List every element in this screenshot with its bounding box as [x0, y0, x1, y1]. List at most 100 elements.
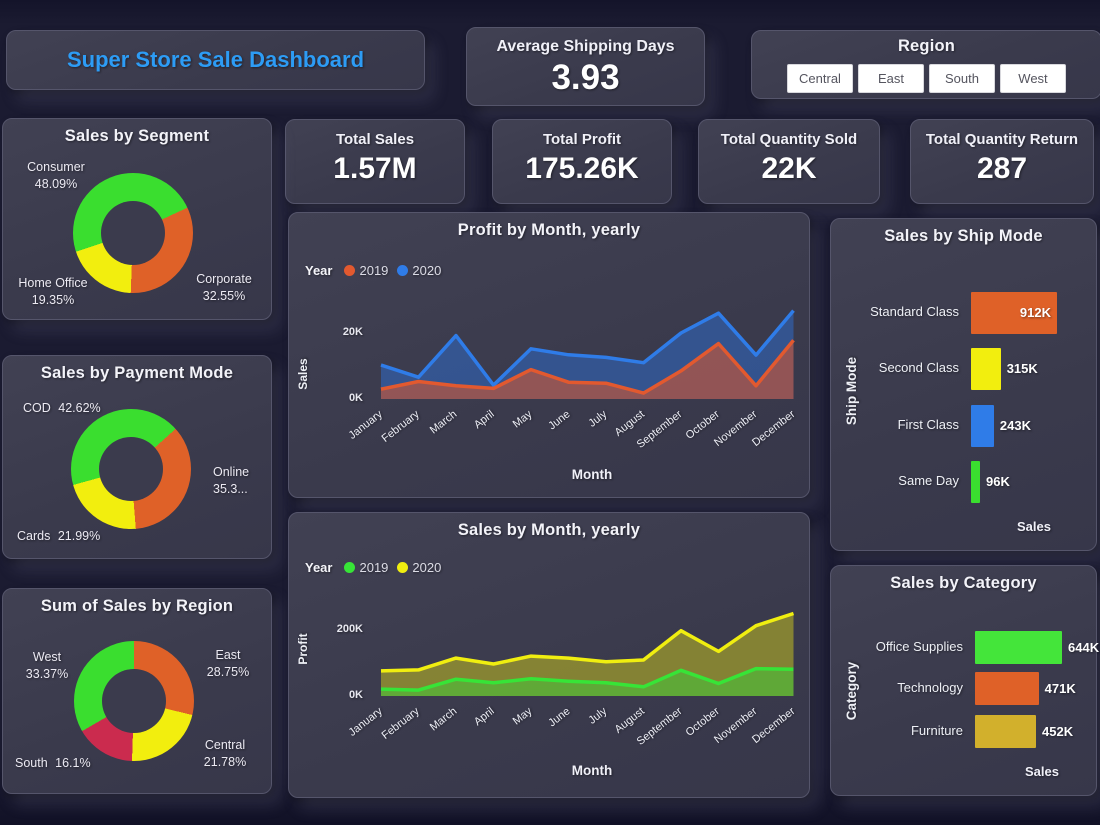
bar-label-technology: Technology [897, 679, 963, 695]
bar-value-furniture: 452K [1042, 723, 1074, 739]
total-quantity-return-label: Total Quantity Return [925, 131, 1079, 148]
region-filter-button-east[interactable]: East [858, 64, 924, 93]
sum-of-sales-by-region-card: Sum of Sales by Region West 33.37% East … [2, 588, 272, 794]
total-sales-value: 1.57M [333, 152, 417, 185]
segment-label-consumer: Consumer 48.09% [27, 160, 85, 191]
bar-office-supplies[interactable] [975, 631, 1062, 664]
region-filter-buttons: Central East South West [752, 64, 1100, 93]
profit-by-month-chart-card: Profit by Month, yearly Year 2019 2020 0K… [288, 212, 810, 498]
ship-mode-y-axis-title: Ship Mode [844, 356, 859, 426]
bar-first-class[interactable] [971, 405, 994, 447]
bar-technology[interactable] [975, 672, 1039, 705]
sales_by_month-line-2020 [380, 611, 795, 673]
legend-dot-2019 [344, 265, 356, 276]
profit_by_month-area-2019[interactable] [381, 340, 794, 399]
legend-dot-2020 [397, 265, 409, 276]
sales-by-ship-mode-card: Sales by Ship Mode Standard Class 912K Sec… [830, 218, 1097, 551]
total-profit-value: 175.26K [525, 152, 639, 185]
profit_by_month-line-2019 [380, 339, 795, 395]
y-tick-0k: 0K [348, 689, 363, 701]
bar-label-standard-class: Standard Class [870, 304, 959, 319]
total-quantity-sold-card: Total Quantity Sold 22K [698, 119, 880, 204]
avg-shipping-days-value: 3.93 [551, 58, 620, 97]
profit_by_month-line-2020 [380, 309, 795, 387]
sum-of-sales-by-region-donut[interactable] [74, 641, 194, 761]
sales-by-category-card: Sales by Category Office Supplies 644K Tec… [830, 565, 1100, 796]
bar-label-furniture: Furniture [910, 722, 963, 738]
sales-by-payment-mode-donut[interactable] [71, 409, 191, 529]
legend-item-2020[interactable]: 2020 [397, 560, 441, 575]
payment-label-cod: COD 42.62% [23, 401, 101, 415]
total-profit-label: Total Profit [542, 131, 622, 148]
sales-by-ship-mode-title: Sales by Ship Mode [884, 227, 1043, 245]
legend-item-2019[interactable]: 2019 [344, 560, 388, 575]
legend-title: Year [305, 560, 333, 575]
region-filter-title: Region [897, 37, 956, 55]
dashboard-title-card: Super Store Sale Dashboard [6, 30, 425, 90]
legend-label-2019: 2019 [359, 263, 389, 278]
legend-item-2020[interactable]: 2020 [397, 263, 441, 278]
bar-value-same-day: 96K [986, 474, 1010, 489]
total-quantity-return-value: 287 [976, 152, 1028, 185]
sales-chart-y-axis-title: Profit [296, 633, 310, 665]
sales-by-segment-donut[interactable] [73, 173, 193, 293]
bar-same-day[interactable] [971, 461, 981, 503]
region-filter-button-south[interactable]: South [929, 64, 995, 93]
dashboard-title: Super Store Sale Dashboard [66, 47, 365, 72]
total-quantity-return-card: Total Quantity Return 287 [910, 119, 1094, 204]
total-sales-label: Total Sales [335, 131, 415, 148]
profit-by-month-title: Profit by Month, yearly [457, 221, 641, 239]
bar-value-technology: 471K [1044, 680, 1076, 696]
region-label-south: South 16.1% [15, 756, 91, 770]
legend-label-2019: 2019 [359, 560, 389, 575]
category-bars: Office Supplies 644K Technology 471K Furnitu… [831, 566, 1100, 795]
region-filter-button-west[interactable]: West [1000, 64, 1066, 93]
bar-value-office-supplies: 644K [1068, 639, 1100, 655]
payment-label-online: Online 35.3... [213, 465, 250, 496]
region-label-east: East 28.75% [206, 648, 250, 679]
bar-label-office-supplies: Office Supplies [875, 638, 963, 654]
sales-by-category-title: Sales by Category [890, 574, 1037, 592]
region-label-west: West 33.37% [25, 650, 69, 681]
total-profit-card: Total Profit 175.26K [492, 119, 672, 204]
bar-value-first-class: 243K [999, 418, 1031, 433]
bar-standard-class[interactable] [971, 292, 1057, 334]
avg-shipping-days-label: Average Shipping Days [496, 38, 675, 55]
total-sales-card: Total Sales 1.57M [285, 119, 465, 204]
segment-label-corporate: Corporate 32.55% [196, 272, 252, 303]
bar-value-standard-class: 912K [1019, 305, 1051, 320]
bar-furniture[interactable] [975, 715, 1037, 748]
sales-by-segment-card: Sales by Segment Consumer 48.09% Corpora… [2, 118, 272, 320]
sales_by_month-line-2019 [380, 666, 794, 692]
sales-by-month-chart-card: Sales by Month, yearly Year 2019 2020 0K 2… [288, 512, 810, 798]
bar-second-class[interactable] [971, 348, 1001, 390]
sales-chart-x-axis-title: Month [571, 763, 613, 778]
sales-by-month-plot-area[interactable] [289, 513, 809, 797]
profit-chart-y-axis-title: Sales [296, 358, 310, 390]
legend-dot-2019 [344, 562, 356, 573]
segment-label-home-office: Home Office 19.35% [18, 276, 88, 307]
y-tick-200k: 200K [336, 623, 363, 635]
ship-mode-x-axis-title: Sales [1017, 519, 1051, 534]
region-filter-button-central[interactable]: Central [787, 64, 853, 93]
legend-item-2019[interactable]: 2019 [344, 263, 388, 278]
legend-label-2020: 2020 [412, 263, 442, 278]
legend-label-2020: 2020 [412, 560, 442, 575]
profit-by-month-plot-area[interactable] [289, 213, 809, 497]
ship-mode-bars: Standard Class 912K Second Class 315K First … [831, 219, 1096, 550]
sum-of-sales-by-region-title: Sum of Sales by Region [40, 597, 234, 615]
legend-title: Year [305, 263, 333, 278]
profit-by-month-legend: Year 2019 2020 [305, 263, 441, 278]
bar-value-second-class: 315K [1006, 361, 1038, 376]
profit-chart-x-axis-title: Month [571, 467, 613, 482]
sales-by-segment-title: Sales by Segment [64, 127, 210, 145]
total-quantity-sold-value: 22K [761, 152, 817, 185]
y-tick-0k: 0K [348, 392, 363, 404]
category-x-axis-title: Sales [1025, 764, 1059, 779]
bar-label-second-class: Second Class [878, 360, 959, 375]
region-filter-card: Region Central East South West [751, 30, 1100, 99]
sales-by-month-legend: Year 2019 2020 [305, 560, 441, 575]
bar-label-same-day: Same Day [898, 473, 959, 488]
category-y-axis-title: Category [844, 661, 859, 721]
